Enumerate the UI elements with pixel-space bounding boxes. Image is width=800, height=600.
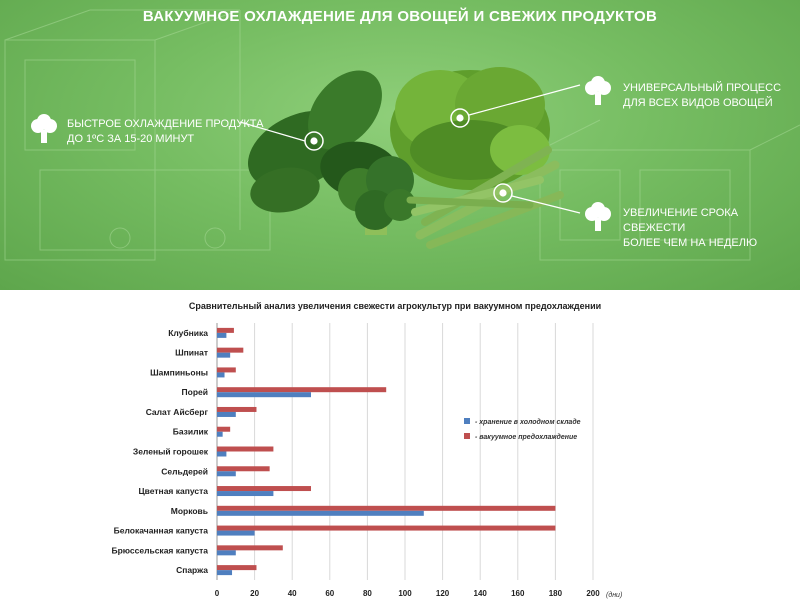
category-label: Салат Айсберг [146,407,209,417]
bar-cold-storage [217,411,236,417]
chart-section: Сравнительный анализ увеличения свежести… [0,290,800,600]
bar-cold-storage [217,530,255,536]
x-axis-unit: (дни) [606,591,622,599]
bar-vacuum-precooling [217,387,387,393]
chart-legend: - хранение в холодном складе - вакуумное … [464,418,581,441]
bar-cold-storage [217,392,311,398]
broccoli-illustration [338,156,416,235]
hero-banner: ВАКУУМНОЕ ОХЛАЖДЕНИЕ ДЛЯ ОВОЩЕЙ И СВЕЖИХ… [0,0,800,290]
x-tick-label: 80 [363,589,372,598]
legend-label: - хранение в холодном складе [475,418,581,426]
bar-vacuum-precooling [217,565,257,571]
feature-line: ДО 1ºС ЗА 15-20 МИНУТ [67,133,195,145]
category-label: Базилик [173,427,209,437]
bar-vacuum-precooling [217,347,244,353]
chart-bars [217,327,556,576]
category-label: Шпинат [175,348,208,358]
page-title: ВАКУУМНОЕ ОХЛАЖДЕНИЕ ДЛЯ ОВОЩЕЙ И СВЕЖИХ… [142,8,658,25]
bar-cold-storage [217,332,227,338]
broccoli-icon [31,114,57,143]
broccoli-icon [585,76,611,105]
x-tick-label: 200 [586,589,600,598]
asparagus-illustration [406,146,564,249]
machine-outline-background [4,9,800,261]
callout-lines [239,84,581,214]
bar-cold-storage [217,550,236,556]
bar-vacuum-precooling [217,466,270,472]
bar-vacuum-precooling [217,446,274,452]
feature-fast-cooling: БЫСТРОЕ ОХЛАЖДЕНИЕ ПРОДУКТА ДО 1ºС ЗА 15… [67,117,263,147]
category-label: Спаржа [176,565,208,575]
bar-cold-storage [217,471,236,477]
bar-cold-storage [217,570,233,576]
feature-line: БЫСТРОЕ ОХЛАЖДЕНИЕ ПРОДУКТА [67,118,264,130]
bar-vacuum-precooling [217,505,556,511]
category-label: Зеленый горошек [133,447,209,457]
bar-vacuum-precooling [217,545,283,551]
category-label: Морковь [171,506,208,516]
x-tick-label: 0 [215,589,220,598]
category-label: Цветная капуста [138,486,208,496]
category-label: Брюссельская капуста [111,545,208,555]
bar-vacuum-precooling [217,367,236,373]
bar-cold-storage [217,372,225,378]
x-axis-ticks: 0 20 40 60 80 100 120 140 160 180 200 [215,589,600,598]
category-label: Сельдерей [161,466,208,476]
legend-swatch [464,433,470,439]
bar-chart: Сравнительный анализ увеличения свежести… [111,301,622,599]
bar-cold-storage [217,491,274,497]
bar-cold-storage [217,510,424,516]
bar-cold-storage [217,451,227,457]
broccoli-icon [585,202,611,231]
x-tick-label: 140 [474,589,488,598]
x-tick-label: 60 [325,589,334,598]
vegetables-illustration [239,67,581,249]
legend-label: - вакуумное предохлаждение [475,433,577,441]
x-tick-label: 20 [250,589,259,598]
bar-vacuum-precooling [217,525,556,531]
bar-cold-storage [217,431,223,437]
feature-freshness-extension: УВЕЛИЧЕНИЕ СРОКА СВЕЖЕСТИ БОЛЕЕ ЧЕМ НА Н… [623,206,800,251]
chart-title: Сравнительный анализ увеличения свежести… [189,301,601,311]
x-tick-label: 120 [436,589,450,598]
bar-vacuum-precooling [217,327,234,333]
legend-swatch [464,418,470,424]
category-label: Шампиньоны [150,367,208,377]
x-tick-label: 40 [288,589,297,598]
feature-line: ДЛЯ ВСЕХ ВИДОВ ОВОЩЕЙ [623,97,773,109]
feature-line: УВЕЛИЧЕНИЕ СРОКА СВЕЖЕСТИ [623,207,739,234]
bar-vacuum-precooling [217,406,257,412]
x-tick-label: 160 [511,589,525,598]
lettuce-illustration [390,67,550,190]
bar-vacuum-precooling [217,486,311,492]
category-labels: Клубника Шпинат Шампиньоны Порей Салат Айсбе… [111,328,208,575]
bar-cold-storage [217,352,231,358]
feature-line: УНИВЕРСАЛЬНЫЙ ПРОЦЕСС [623,82,782,94]
x-tick-label: 180 [549,589,563,598]
feature-universal-process: УНИВЕРСАЛЬНЫЙ ПРОЦЕСС ДЛЯ ВСЕХ ВИДОВ ОВО… [623,81,781,111]
category-label: Клубника [168,328,208,338]
category-label: Белокачанная капуста [114,526,209,536]
bar-vacuum-precooling [217,426,231,432]
x-tick-label: 100 [398,589,412,598]
feature-line: БОЛЕЕ ЧЕМ НА НЕДЕЛЮ [623,237,758,249]
category-label: Порей [182,387,208,397]
